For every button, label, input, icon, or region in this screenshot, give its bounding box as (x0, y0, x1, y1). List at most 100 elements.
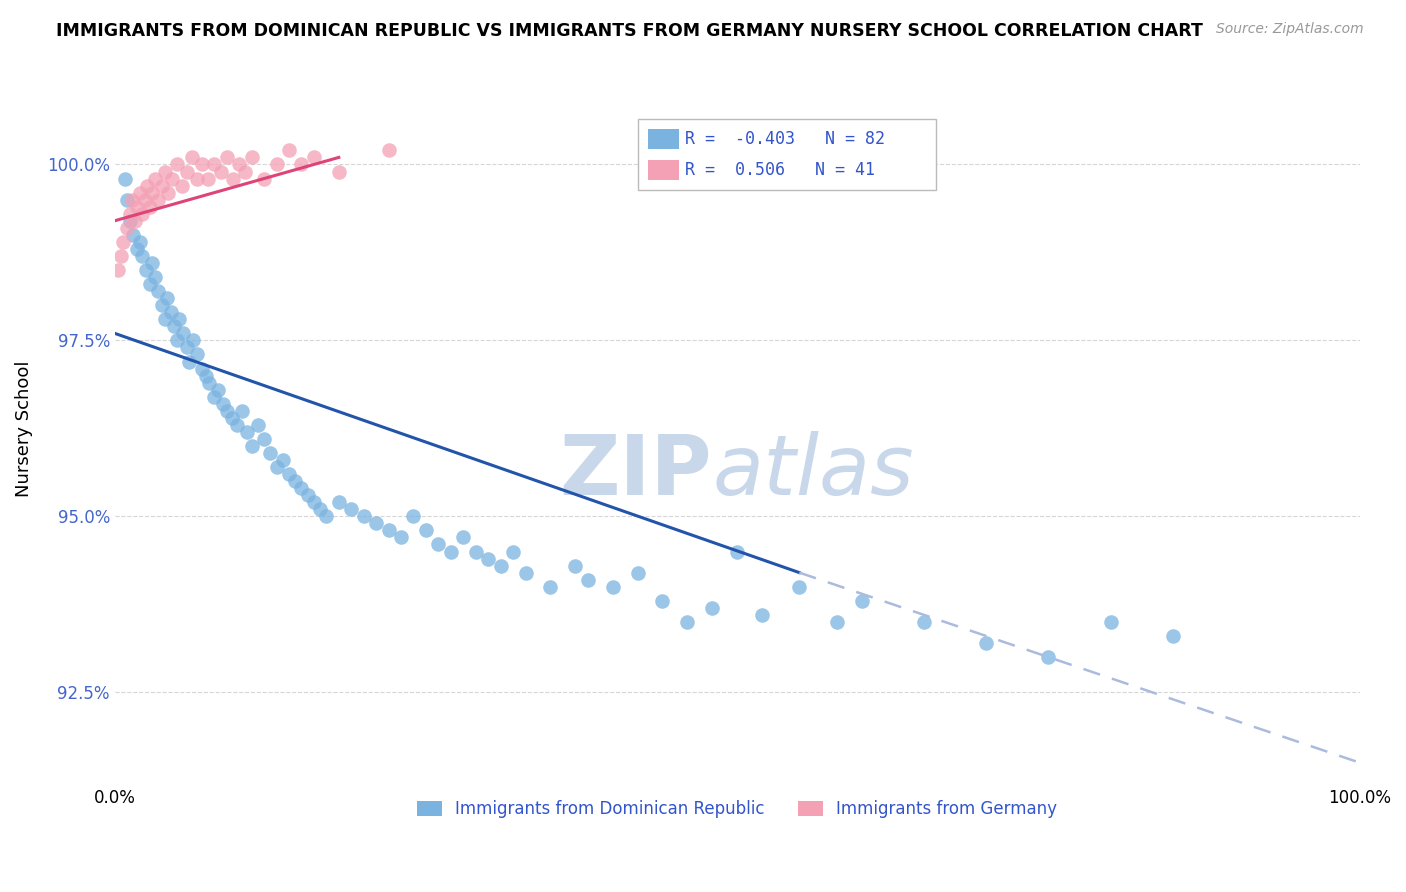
Point (143, 270, 166, 285)
Bar (637, 120, 936, 190)
Point (1099, 615, 1122, 629)
Point (124, 213, 146, 227)
Point (225, 417, 247, 432)
Point (138, 277, 160, 291)
Point (477, 551, 499, 566)
Point (702, 600, 724, 615)
Point (118, 207, 141, 221)
Point (278, 144, 301, 158)
Point (153, 312, 176, 326)
Point (170, 178, 193, 193)
Point (240, 439, 263, 453)
Point (271, 453, 294, 467)
Point (389, 531, 412, 545)
Point (851, 594, 873, 608)
Point (172, 326, 194, 341)
Point (127, 200, 149, 214)
Point (246, 417, 269, 432)
Point (134, 193, 156, 207)
Point (160, 171, 183, 186)
Point (231, 403, 253, 417)
Point (297, 488, 319, 502)
Point (166, 334, 188, 348)
Point (626, 566, 648, 580)
Text: Source: ZipAtlas.com: Source: ZipAtlas.com (1216, 22, 1364, 37)
Point (309, 502, 332, 516)
Point (207, 383, 229, 397)
Point (215, 150, 238, 164)
Point (751, 607, 773, 622)
Point (415, 524, 437, 538)
Point (191, 361, 214, 376)
Point (197, 171, 219, 186)
Point (789, 580, 811, 594)
Point (114, 171, 136, 186)
Point (240, 150, 263, 164)
Point (464, 544, 486, 558)
Point (278, 467, 301, 482)
Point (302, 150, 325, 164)
Point (302, 495, 325, 509)
Text: atlas: atlas (713, 431, 914, 511)
Point (121, 193, 143, 207)
Point (148, 284, 170, 298)
Point (290, 157, 312, 171)
Point (169, 312, 191, 326)
Point (150, 298, 173, 312)
Point (502, 544, 524, 558)
Point (402, 509, 425, 524)
Point (202, 390, 225, 404)
Point (122, 227, 145, 242)
Point (186, 347, 208, 361)
Point (176, 164, 198, 178)
Point (115, 220, 138, 235)
Point (141, 186, 163, 200)
Point (235, 164, 257, 178)
Bar (648, 160, 679, 179)
Point (328, 495, 350, 509)
Point (259, 446, 281, 460)
Point (315, 509, 337, 524)
Point (112, 235, 135, 249)
Point (253, 171, 276, 186)
Point (515, 566, 537, 580)
Point (1038, 650, 1060, 665)
Point (159, 305, 181, 319)
Point (1161, 629, 1184, 643)
Point (209, 164, 232, 178)
Text: ZIP: ZIP (560, 431, 713, 511)
Point (651, 594, 673, 608)
Point (141, 256, 163, 270)
Point (221, 410, 243, 425)
Point (136, 178, 159, 193)
Point (284, 474, 307, 488)
Point (222, 171, 245, 186)
Point (157, 186, 180, 200)
Point (266, 460, 288, 475)
Point (118, 213, 141, 227)
Point (191, 157, 214, 171)
Point (974, 636, 997, 650)
Point (215, 403, 238, 417)
Point (235, 425, 257, 439)
Point (290, 481, 312, 495)
Point (110, 249, 132, 263)
Point (128, 186, 150, 200)
Point (602, 580, 624, 594)
Point (676, 615, 699, 629)
Point (198, 376, 221, 390)
Point (107, 263, 129, 277)
Point (377, 524, 399, 538)
Point (825, 615, 848, 629)
Point (377, 144, 399, 158)
Point (156, 291, 179, 305)
Text: IMMIGRANTS FROM DOMINICAN REPUBLIC VS IMMIGRANTS FROM GERMANY NURSERY SCHOOL COR: IMMIGRANTS FROM DOMINICAN REPUBLIC VS IM… (56, 22, 1204, 40)
Point (453, 531, 475, 545)
Point (131, 207, 153, 221)
Point (131, 249, 153, 263)
Legend: Immigrants from Dominican Republic, Immigrants from Germany: Immigrants from Dominican Republic, Immi… (411, 794, 1064, 825)
Point (202, 157, 225, 171)
Text: R =  -0.403   N = 82: R = -0.403 N = 82 (685, 130, 884, 148)
Point (153, 164, 176, 178)
Point (127, 242, 149, 256)
